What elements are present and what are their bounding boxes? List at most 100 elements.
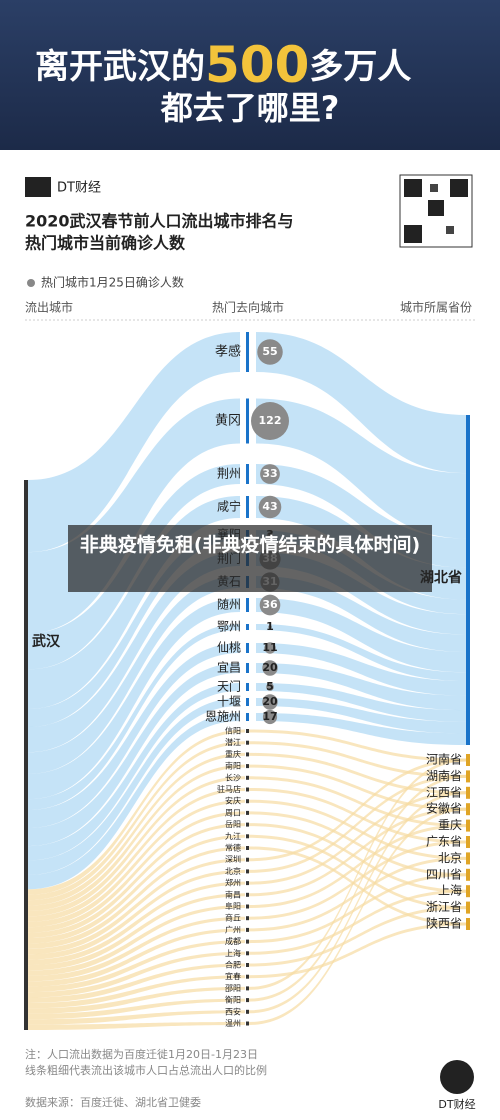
city-tick [246, 927, 249, 932]
case-circle [264, 642, 276, 654]
city-label: 商丘 [225, 913, 241, 923]
case-circle [257, 339, 283, 365]
flow [28, 869, 245, 960]
city-tick [246, 916, 249, 921]
flow [256, 698, 466, 734]
city-tick [246, 963, 249, 967]
city-tick [246, 683, 249, 691]
city-tick [246, 881, 249, 886]
flow [28, 752, 245, 906]
city-label: 重庆 [225, 749, 241, 759]
flow [256, 576, 466, 652]
city-tick [246, 332, 249, 372]
city-tick [246, 398, 249, 444]
province-label: 江西省 [426, 785, 462, 799]
city-label: 南昌 [225, 889, 241, 899]
city-label: 仙桃 [217, 640, 241, 655]
city-label: 温州 [225, 1019, 241, 1028]
source-bar [24, 480, 28, 1030]
flow [256, 598, 466, 673]
flow [249, 791, 466, 885]
flow [28, 799, 245, 928]
city-label: 安庆 [225, 796, 241, 806]
flow [249, 752, 466, 795]
city-label: 宜昌 [217, 660, 241, 675]
case-circle [266, 683, 274, 691]
flow [249, 873, 466, 944]
city-tick [246, 775, 249, 780]
province-label: 上海 [438, 883, 462, 898]
flow [28, 1022, 245, 1030]
note: 线条粗细代表流出该城市人口占总流出人口的比例 [25, 1063, 267, 1077]
flow [249, 906, 466, 967]
case-circle [262, 694, 278, 710]
flow [28, 552, 240, 753]
province-label: 湖南省 [426, 768, 462, 783]
footer-brand: DT财经 [438, 1097, 475, 1111]
city-label: 西安 [225, 1006, 241, 1016]
city-tick [246, 986, 249, 991]
flow [256, 663, 466, 711]
city-tick [246, 799, 249, 804]
flow [249, 791, 466, 1014]
flow [28, 576, 240, 774]
city-label: 南阳 [225, 761, 241, 771]
city-label: 成都 [225, 936, 241, 946]
province-label: 北京 [438, 851, 462, 865]
city-label: 长沙 [225, 772, 241, 782]
city-label: 孝感 [215, 344, 241, 360]
city-tick [246, 464, 249, 484]
chart-title: 2020武汉春节前人口流出城市排名与 [25, 212, 294, 231]
note: 数据来源：百度迁徙、湖北省卫健委 [25, 1095, 201, 1109]
province-bar [466, 415, 470, 745]
province-tick [466, 770, 470, 783]
flow [28, 916, 245, 982]
city-label: 阜阳 [225, 901, 241, 911]
city-tick [246, 787, 249, 792]
flow [249, 846, 466, 926]
flow [249, 788, 466, 844]
city-label: 恩施州 [205, 710, 241, 724]
city-tick [246, 974, 249, 979]
flow [249, 774, 466, 1002]
city-label: 衡阳 [225, 995, 241, 1005]
case-count: 20 [262, 661, 278, 674]
province-tick [466, 885, 470, 898]
province-label: 河南省 [426, 752, 462, 767]
city-tick [246, 810, 249, 815]
footer-logo [440, 1060, 474, 1094]
city-tick [246, 729, 249, 733]
city-label: 黄冈 [215, 414, 241, 429]
city-label: 荆州 [217, 467, 241, 481]
flow [256, 624, 466, 682]
city-tick [246, 939, 249, 944]
flow [28, 834, 245, 944]
province-label: 重庆 [438, 818, 462, 832]
province-tick [466, 901, 470, 914]
case-circle [262, 660, 278, 676]
flow [28, 598, 240, 800]
case-count: 20 [262, 695, 278, 708]
flow [28, 530, 240, 728]
flow [28, 729, 245, 895]
case-count: 17 [262, 710, 277, 723]
case-circle [259, 594, 281, 616]
city-tick [246, 740, 249, 745]
flow [28, 683, 240, 861]
city-label: 信阳 [225, 726, 241, 736]
flow [249, 774, 466, 873]
case-count: 1 [266, 620, 274, 633]
city-tick [246, 869, 249, 874]
flow [28, 858, 245, 955]
city-tick [246, 764, 249, 769]
city-tick [246, 1021, 249, 1026]
header-bg [0, 0, 500, 150]
city-label: 北京 [225, 866, 241, 876]
flow [249, 807, 466, 1025]
province-label: 陕西省 [426, 916, 462, 931]
province-tick [466, 836, 470, 848]
flow [249, 823, 466, 893]
case-count: 122 [259, 414, 282, 427]
flow [249, 799, 466, 860]
flow [28, 951, 245, 998]
